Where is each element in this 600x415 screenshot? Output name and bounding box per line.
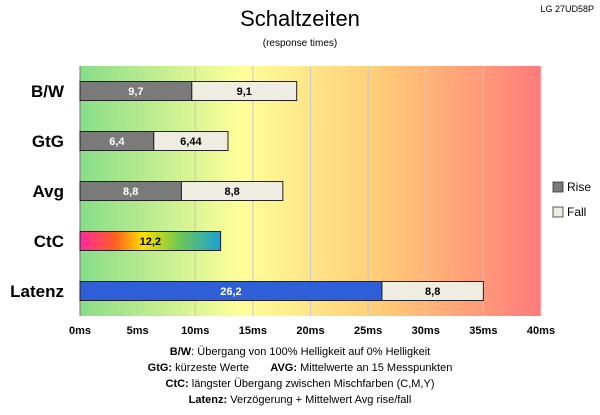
x-tick-label: 5ms xyxy=(127,325,149,337)
data-label: 8,8 xyxy=(425,286,440,298)
chart-subtitle: (response times) xyxy=(263,38,337,49)
note-ctc-text: längster Übergang zwischen Mischfarben (… xyxy=(188,378,435,390)
category-label: Latenz xyxy=(10,282,64,301)
bar-ctc-rainbow xyxy=(79,231,222,251)
monitor-model: LG 27UD58P xyxy=(540,4,594,14)
legend-fall-label: Fall xyxy=(567,205,586,219)
category-labels: B/W GtG Avg CtC Latenz xyxy=(10,82,65,301)
data-label: 9,1 xyxy=(237,86,252,98)
category-label: Avg xyxy=(33,182,65,201)
data-label: 8,8 xyxy=(123,186,138,198)
note-ctc: CtC: längster Übergang zwischen Mischfar… xyxy=(0,376,600,392)
x-tick-labels: 0ms 5ms 10ms 15ms 20ms 25ms 30ms 35ms 40ms xyxy=(69,325,555,337)
x-tick-label: 25ms xyxy=(354,325,382,337)
legend-rise-label: Rise xyxy=(567,180,591,194)
note-gtg-text: kürzeste Werte xyxy=(172,362,249,374)
chart-title: Schaltzeiten xyxy=(240,6,360,31)
legend-rise-swatch xyxy=(552,181,564,193)
bar-bw-fall xyxy=(191,81,298,101)
bar-latenz-fall xyxy=(381,281,484,301)
legend: Rise Fall xyxy=(552,180,591,219)
note-latenz: Latenz: Verzögerung + Mittelwert Avg ris… xyxy=(0,392,600,408)
note-latenz-key: Latenz: xyxy=(188,394,228,406)
bar-avg-fall xyxy=(180,181,284,201)
x-tick-label: 10ms xyxy=(181,325,209,337)
x-tick-label: 0ms xyxy=(69,325,91,337)
footnotes: B/W: Übergang von 100% Helligkeit auf 0%… xyxy=(0,344,600,408)
note-gtg-avg: GtG: kürzeste Werte AVG: Mittelwerte an … xyxy=(0,360,600,376)
note-avg-key: AVG: xyxy=(270,362,298,374)
note-avg-text: Mittelwerte an 15 Messpunkten xyxy=(297,362,453,374)
bars: 9,7 9,1 6,4 6,44 8,8 8,8 12,2 26,2 8,8 xyxy=(79,81,484,301)
data-label: 6,44 xyxy=(180,136,202,148)
note-gtg-key: GtG: xyxy=(147,362,173,374)
x-tick-label: 40ms xyxy=(527,325,555,337)
note-bw: B/W: Übergang von 100% Helligkeit auf 0%… xyxy=(0,344,600,360)
note-latenz-text: Verzögerung + Mittelwert Avg rise/fall xyxy=(227,394,412,406)
data-label: 12,2 xyxy=(140,236,161,248)
data-label: 9,7 xyxy=(128,86,143,98)
note-ctc-key: CtC: xyxy=(165,378,189,390)
bar-gtg-fall xyxy=(153,131,229,151)
x-tick-label: 15ms xyxy=(239,325,267,337)
legend-fall-swatch xyxy=(552,206,564,218)
category-label: GtG xyxy=(32,132,64,151)
note-bw-text: : Übergang von 100% Helligkeit auf 0% He… xyxy=(191,346,431,358)
x-tick-label: 20ms xyxy=(296,325,324,337)
category-label: B/W xyxy=(31,82,65,101)
data-label: 8,8 xyxy=(224,186,239,198)
data-label: 26,2 xyxy=(220,286,241,298)
category-label: CtC xyxy=(34,232,64,251)
data-label: 6,4 xyxy=(109,136,125,148)
x-tick-label: 35ms xyxy=(469,325,497,337)
note-bw-key: B/W xyxy=(169,346,192,358)
x-tick-label: 30ms xyxy=(412,325,440,337)
